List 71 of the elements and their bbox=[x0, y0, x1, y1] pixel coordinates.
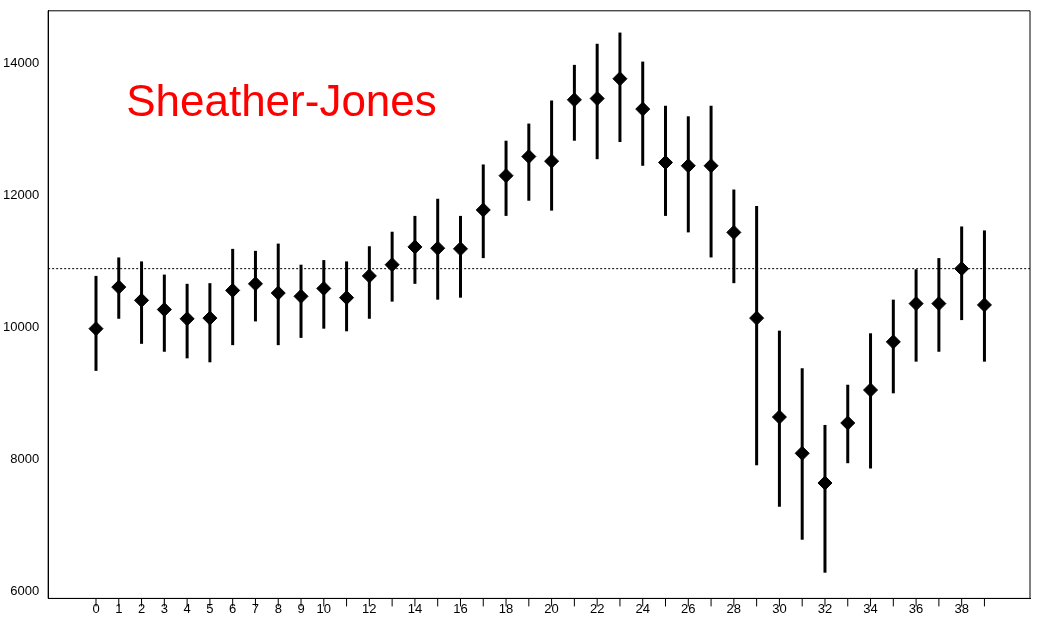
x-tick-label: 36 bbox=[908, 600, 924, 616]
point bbox=[954, 261, 970, 277]
point bbox=[498, 168, 514, 184]
x-tick-label: 6 bbox=[229, 600, 237, 616]
y-tick-label: 10000 bbox=[2, 318, 40, 334]
point bbox=[384, 257, 400, 273]
point bbox=[134, 292, 150, 308]
x-tick-label: 12 bbox=[362, 600, 377, 616]
x-tick-label: 5 bbox=[206, 600, 214, 616]
point bbox=[293, 288, 309, 304]
point bbox=[863, 382, 879, 398]
y-tick-label: 12000 bbox=[2, 187, 40, 203]
point bbox=[931, 296, 947, 312]
point bbox=[749, 310, 765, 326]
x-tick-label: 7 bbox=[251, 600, 260, 616]
x-tick-label: 1 bbox=[115, 600, 123, 616]
point bbox=[771, 409, 787, 425]
x-tick-label: 30 bbox=[772, 600, 787, 616]
point bbox=[361, 268, 377, 284]
x-tick-label: 9 bbox=[297, 600, 305, 616]
x-tick-label: 2 bbox=[137, 600, 146, 616]
point bbox=[225, 282, 241, 298]
point bbox=[680, 158, 696, 174]
x-tick-label: 18 bbox=[498, 600, 514, 616]
point bbox=[452, 241, 468, 257]
point bbox=[475, 202, 491, 218]
point bbox=[339, 290, 355, 306]
point bbox=[976, 297, 992, 313]
point bbox=[658, 154, 674, 170]
x-tick-label: 20 bbox=[544, 600, 559, 616]
x-tick-label: 16 bbox=[453, 600, 468, 616]
point bbox=[726, 224, 742, 240]
x-tick-label: 0 bbox=[92, 600, 100, 616]
y-tick-label: 6000 bbox=[10, 582, 40, 598]
x-tick-label: 10 bbox=[316, 600, 332, 616]
x-tick-label: 22 bbox=[589, 600, 605, 616]
point bbox=[589, 91, 605, 107]
point bbox=[270, 285, 286, 301]
point bbox=[88, 321, 104, 337]
point bbox=[817, 475, 833, 491]
point bbox=[156, 302, 172, 318]
point bbox=[544, 153, 560, 169]
point bbox=[885, 334, 901, 350]
point bbox=[316, 280, 332, 296]
x-tick-label: 24 bbox=[635, 600, 650, 616]
x-tick-label: 4 bbox=[183, 600, 191, 616]
x-tick-label: 14 bbox=[407, 600, 423, 616]
point bbox=[179, 311, 195, 327]
point bbox=[794, 445, 810, 461]
point bbox=[840, 415, 856, 431]
point bbox=[247, 276, 263, 292]
point bbox=[521, 149, 537, 165]
point bbox=[635, 101, 651, 117]
point bbox=[703, 158, 719, 174]
point bbox=[566, 92, 582, 108]
point bbox=[430, 240, 446, 256]
text: Sheather-Jones bbox=[126, 76, 437, 126]
x-tick-label: 8 bbox=[274, 600, 282, 616]
point bbox=[612, 71, 628, 87]
y-tick-label: 8000 bbox=[10, 450, 40, 466]
point bbox=[111, 279, 127, 295]
point bbox=[908, 296, 924, 312]
point bbox=[202, 310, 218, 326]
x-tick-label: 38 bbox=[954, 600, 969, 616]
x-tick-label: 32 bbox=[817, 600, 833, 616]
x-tick-label: 3 bbox=[160, 600, 168, 616]
x-tick-label: 26 bbox=[681, 600, 696, 616]
y-tick-label: 14000 bbox=[2, 55, 40, 71]
x-tick-label: 34 bbox=[863, 600, 878, 616]
point bbox=[407, 239, 423, 255]
x-tick-label: 28 bbox=[726, 600, 742, 616]
